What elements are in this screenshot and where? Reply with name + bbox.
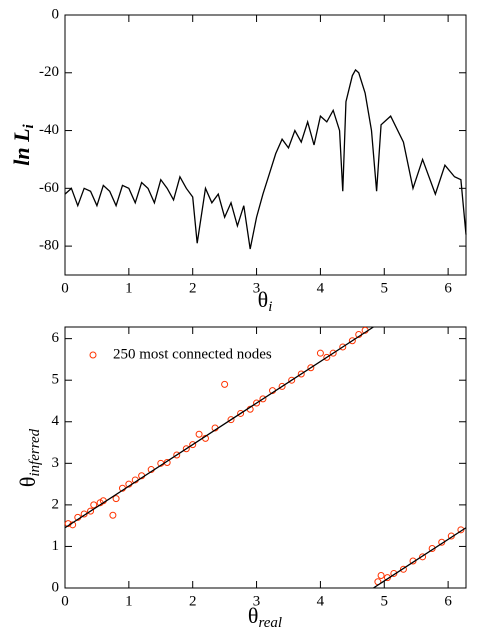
x-tick-label: 0 (61, 593, 69, 609)
data-point (90, 501, 98, 509)
data-point (227, 416, 235, 424)
x-tick-label: 6 (444, 280, 452, 296)
x-axis-label-main: θ (248, 603, 259, 628)
x-tick-label: 0 (61, 280, 69, 296)
x-tick-label: 1 (125, 593, 133, 609)
y-tick-label: 3 (52, 455, 60, 471)
y-tick-label: -80 (39, 238, 59, 254)
data-point (419, 553, 427, 561)
x-tick-label: 2 (189, 593, 197, 609)
x-tick-label: 5 (381, 593, 389, 609)
y-tick-label: 4 (52, 413, 60, 429)
data-point (87, 507, 95, 515)
data-point (348, 337, 356, 345)
x-tick-label: 4 (317, 280, 325, 296)
x-tick-label: 1 (125, 280, 133, 296)
y-tick-label: -60 (39, 180, 59, 196)
plot-frame (64, 326, 467, 589)
data-point (307, 364, 315, 372)
x-tick-label: 2 (189, 280, 197, 296)
y-tick-label: 2 (52, 496, 60, 512)
plot-frame (64, 14, 467, 276)
y-tick-label: 5 (52, 372, 60, 388)
y-tick-label: 1 (52, 538, 60, 554)
data-point (109, 511, 117, 519)
data-point (173, 451, 181, 459)
data-point (288, 376, 296, 384)
data-point (237, 409, 245, 417)
x-tick-label: 4 (317, 593, 325, 609)
data-point (316, 349, 324, 357)
y-tick-label: 0 (52, 579, 60, 595)
data-line (64, 68, 467, 250)
y-axis-label-sub: inferred (27, 428, 43, 476)
data-point (278, 382, 286, 390)
data-point (112, 495, 120, 503)
y-tick-label: 0 (52, 6, 60, 22)
data-point (182, 445, 190, 453)
data-point (323, 353, 331, 361)
y-axis-label: θinferred (15, 428, 43, 487)
data-point (259, 395, 267, 403)
x-axis-label-sub: real (258, 615, 282, 631)
y-axis-label-sub: i (21, 123, 37, 128)
y-tick-label: 6 (52, 330, 60, 346)
data-point (339, 343, 347, 351)
x-tick-label: 6 (444, 593, 452, 609)
data-point (297, 370, 305, 378)
data-point (377, 572, 385, 580)
y-tick-label: -40 (39, 122, 59, 138)
x-tick-label: 5 (381, 280, 389, 296)
legend-label: 250 most connected nodes (113, 346, 272, 362)
x-axis-label-main: θ (258, 287, 269, 312)
y-tick-label: -20 (39, 64, 59, 80)
y-axis-label-main: θ (15, 477, 40, 488)
x-tick-label: 3 (253, 593, 261, 609)
fit-line (64, 326, 467, 589)
y-axis-label: ln Li (9, 123, 37, 165)
y-axis-label-main: ln L (9, 128, 34, 165)
data-point (253, 399, 261, 407)
data-point (399, 565, 407, 573)
x-tick-label: 3 (253, 280, 261, 296)
data-point (189, 441, 197, 449)
x-axis-label: θi (258, 287, 273, 315)
x-axis-label: θreal (248, 603, 282, 631)
data-point (329, 349, 337, 357)
x-axis-label-sub: i (268, 299, 272, 315)
legend-marker (89, 351, 97, 359)
data-point (195, 430, 203, 438)
data-point (221, 380, 229, 388)
